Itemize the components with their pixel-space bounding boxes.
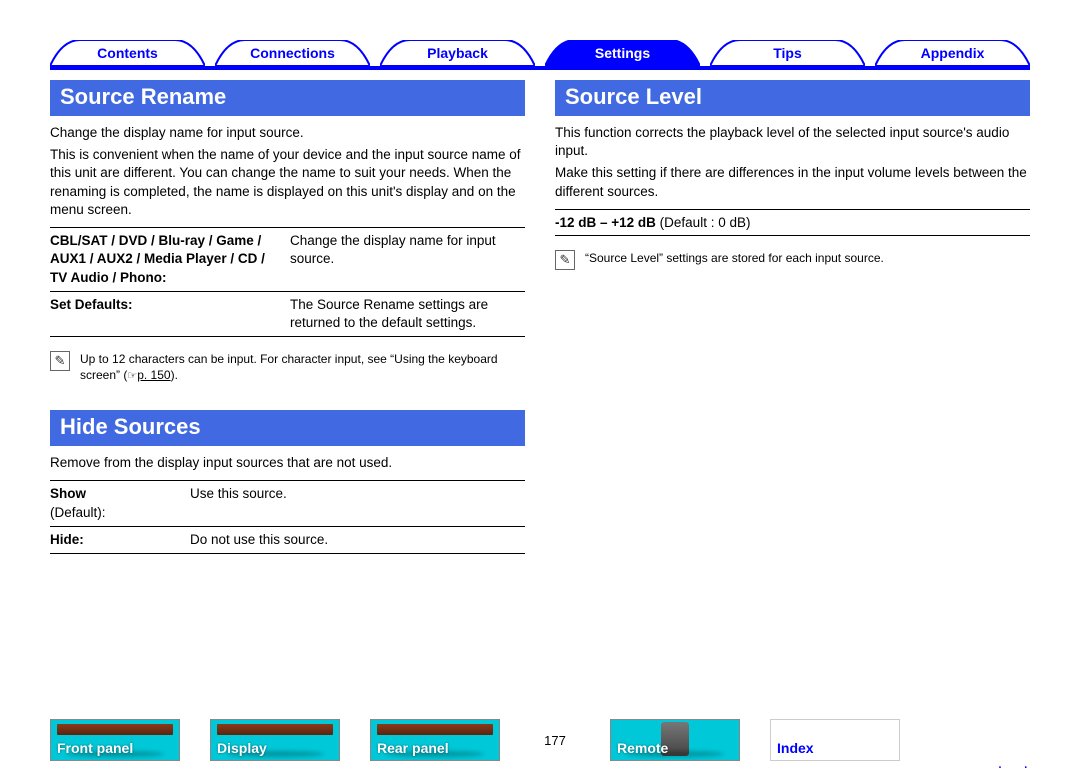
range-default: (Default : 0 dB) [656, 215, 751, 230]
range-bold: -12 dB – +12 dB [555, 215, 656, 230]
section-source-rename-header: Source Rename [50, 80, 525, 116]
row-label-strong: Show [50, 486, 86, 501]
source-rename-p1: Change the display name for input source… [50, 124, 525, 142]
thumb-remote[interactable]: Remote [610, 719, 740, 761]
source-level-p2: Make this setting if there are differenc… [555, 164, 1030, 200]
main-content: Source Rename Change the display name fo… [50, 80, 1030, 554]
thumb-label: Front panel [57, 740, 133, 756]
section-hide-sources-header: Hide Sources [50, 410, 525, 446]
nav-tab-label: Contents [97, 45, 158, 61]
nav-tab-label: Tips [773, 45, 802, 61]
thumbs-right: Remote Index [610, 719, 900, 761]
thumbs-left: Front panel Display Rear panel [50, 719, 500, 761]
nav-tab-settings[interactable]: Settings [545, 40, 700, 66]
table-row: Set Defaults: The Source Rename settings… [50, 292, 525, 337]
row-value: The Source Rename settings are returned … [290, 296, 525, 332]
row-value: Change the display name for input source… [290, 232, 525, 287]
thumb-label: Index [777, 740, 814, 756]
hide-sources-p1: Remove from the display input sources th… [50, 454, 525, 472]
nav-tab-contents[interactable]: Contents [50, 40, 205, 66]
table-row: Show (Default): Use this source. [50, 481, 525, 526]
nav-tab-label: Settings [595, 45, 650, 61]
row-label-sub: (Default): [50, 505, 106, 520]
row-label: Set Defaults: [50, 296, 290, 332]
bottom-bar: Front panel Display Rear panel 177 Remote I… [50, 719, 1030, 761]
row-value: Use this source. [190, 485, 525, 521]
nav-tab-appendix[interactable]: Appendix [875, 40, 1030, 66]
row-value: Do not use this source. [190, 531, 525, 549]
pointer-icon: ☞ [127, 370, 137, 382]
source-level-range: -12 dB – +12 dB (Default : 0 dB) [555, 209, 1030, 236]
nav-tab-tips[interactable]: Tips [710, 40, 865, 66]
nav-tab-playback[interactable]: Playback [380, 40, 535, 66]
top-nav: Contents Connections Playback Settings Tips A… [50, 22, 1030, 70]
nav-tab-connections[interactable]: Connections [215, 40, 370, 66]
table-row: Hide: Do not use this source. [50, 527, 525, 554]
nav-tab-label: Appendix [921, 45, 985, 61]
page-link[interactable]: p. 150 [137, 368, 170, 382]
nav-tabs: Contents Connections Playback Settings Tips A… [50, 22, 1030, 66]
pencil-icon: ✎ [50, 351, 70, 371]
row-label: Show (Default): [50, 485, 190, 521]
note-post: ). [171, 368, 178, 382]
row-label: CBL/SAT / DVD / Blu-ray / Game / AUX1 / … [50, 232, 290, 287]
page-dots: . . [998, 755, 1030, 773]
note-text: “Source Level” settings are stored for e… [585, 250, 884, 266]
row-label: Hide: [50, 531, 190, 549]
thumb-rear-panel[interactable]: Rear panel [370, 719, 500, 761]
thumb-index[interactable]: Index [770, 719, 900, 761]
source-rename-table: CBL/SAT / DVD / Blu-ray / Game / AUX1 / … [50, 227, 525, 337]
source-level-p1: This function corrects the playback leve… [555, 124, 1030, 160]
right-column: Source Level This function corrects the … [555, 80, 1030, 554]
section-source-level-header: Source Level [555, 80, 1030, 116]
source-rename-p2: This is convenient when the name of your… [50, 146, 525, 219]
table-row: CBL/SAT / DVD / Blu-ray / Game / AUX1 / … [50, 228, 525, 292]
source-level-note: ✎ “Source Level” settings are stored for… [555, 250, 1030, 270]
thumb-label: Display [217, 740, 267, 756]
hide-sources-table: Show (Default): Use this source. Hide: D… [50, 480, 525, 554]
thumb-front-panel[interactable]: Front panel [50, 719, 180, 761]
nav-tab-label: Connections [250, 45, 335, 61]
note-text: Up to 12 characters can be input. For ch… [80, 351, 525, 384]
thumb-display[interactable]: Display [210, 719, 340, 761]
left-column: Source Rename Change the display name fo… [50, 80, 525, 554]
pencil-icon: ✎ [555, 250, 575, 270]
page-number: 177 [530, 733, 580, 748]
thumb-label: Remote [617, 740, 668, 756]
thumb-label: Rear panel [377, 740, 449, 756]
nav-tab-label: Playback [427, 45, 488, 61]
source-rename-note: ✎ Up to 12 characters can be input. For … [50, 351, 525, 384]
